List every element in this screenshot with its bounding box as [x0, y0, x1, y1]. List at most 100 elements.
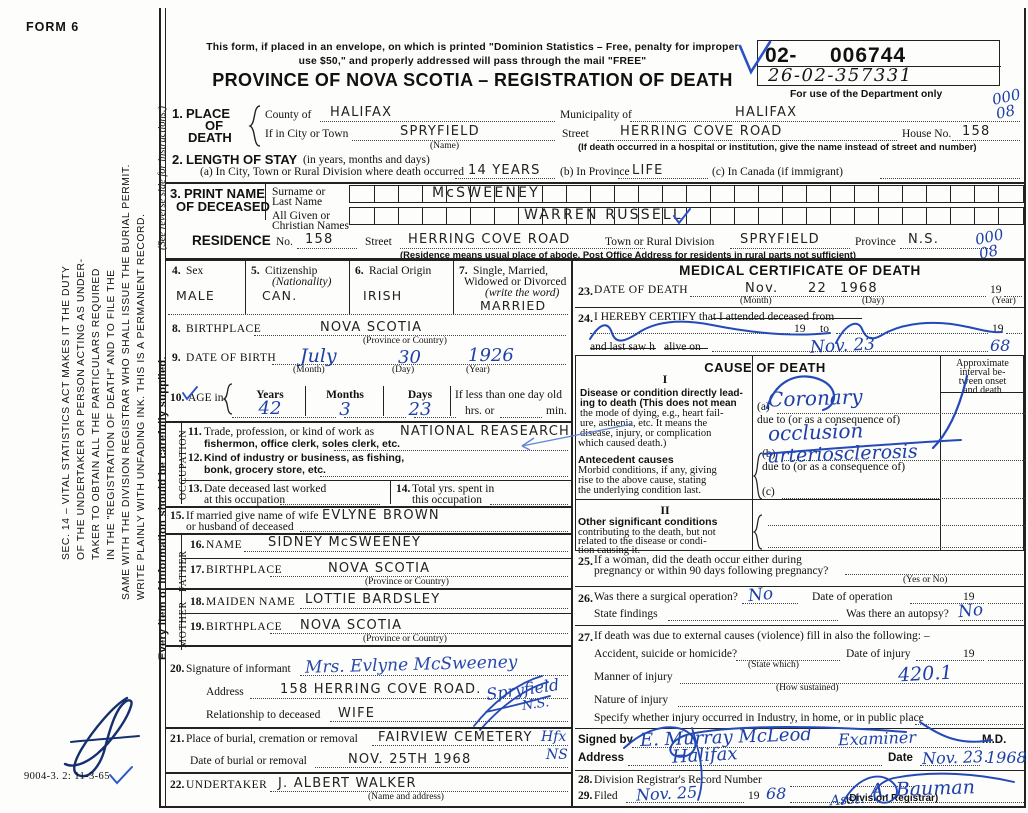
item24-last-saw-year: 68: [990, 336, 1011, 355]
item23-year-rule: [1004, 295, 1022, 297]
item27-top-rule: [575, 625, 1024, 627]
item17-top-rule: [182, 558, 571, 560]
item26-number: 26.: [578, 591, 593, 605]
item25-label-line1: If a woman, did the death occur either d…: [594, 554, 802, 566]
item19-number: 19.: [190, 621, 205, 633]
cause-part-ii-label: II: [660, 503, 670, 517]
item1-label-death: DEATH: [188, 130, 232, 145]
md-label: M.D.: [982, 734, 1007, 746]
item23-month-value: Nov.: [745, 281, 779, 296]
item29-year-prefix: 19: [748, 790, 760, 802]
statute-text-line-4: IN THE "REGISTRATION OF DEATH" AND TO FI…: [106, 269, 117, 560]
surname-value: McSWEENEY: [432, 185, 540, 201]
mother-top-rule: [166, 588, 571, 590]
item20-top-rule: [166, 645, 571, 647]
item22-rule: [270, 790, 568, 792]
item7-label-line2: Widowed or Divorced: [464, 276, 567, 288]
item2-number: 2.: [172, 152, 183, 167]
item21-place-label: Place of burial, cremation or removal: [186, 733, 358, 745]
item1-number: 1.: [172, 106, 183, 121]
item12-rule: [320, 475, 568, 477]
mother-label-divider: [181, 588, 183, 650]
cause-part-ii-rule: [576, 499, 940, 501]
item26-year-prefix: 19: [963, 591, 975, 603]
item21-place-rule: [372, 744, 568, 746]
item12-label-line1: Kind of industry or business, as fishing…: [204, 452, 405, 464]
cause-row-a-rule: [777, 412, 1025, 414]
occupation-label-divider: [181, 421, 183, 504]
item11-label-line2: fishermon, office clerk, soles clerk, et…: [204, 438, 401, 450]
item17-label: BIRTHPLACE: [206, 564, 283, 576]
item17-value: NOVA SCOTIA: [328, 561, 431, 576]
cause-row-a-label: (a): [757, 401, 770, 413]
item8-caption: (Province or Country): [363, 336, 447, 346]
item5-label: Citizenship: [265, 265, 318, 277]
part-ii-rule-2: [768, 546, 1025, 548]
item10-days-header: Days: [407, 389, 433, 401]
item10-hrs-label: hrs. or: [465, 405, 495, 417]
item24-top-rule: [575, 307, 1024, 309]
item27-manner-caption: (How sustained): [776, 683, 839, 693]
item6-value: IRISH: [363, 288, 403, 303]
item27-manner-rule: [680, 682, 1023, 684]
item1-hospital-note: (If death occurred in a hospital or inst…: [578, 141, 977, 152]
residence-no-label: No.: [276, 236, 293, 248]
item9-month-value: July: [300, 345, 337, 367]
item23-year-caption: (Year): [992, 296, 1016, 306]
item10-months-header: Months: [326, 389, 364, 401]
item23-rule: [690, 295, 986, 297]
item10-number: 10.: [170, 392, 185, 404]
item8-value: NOVA SCOTIA: [320, 320, 423, 335]
item7-number: 7.: [459, 265, 468, 277]
mother-vertical-label: MOTHER: [178, 600, 189, 648]
cause-of-death-pen-strokes: [762, 374, 969, 455]
item24-year-prefix-2: 19: [992, 323, 1004, 335]
item20-relationship-label: Relationship to deceased: [206, 709, 321, 721]
item16-value: SIDNEY McSWEENEY: [268, 535, 422, 550]
residence-town-rule: [730, 247, 850, 249]
cause-desc-line-3: the mode of dying, e.g., heart fail-: [580, 408, 724, 419]
item23-month-caption: (Month): [740, 296, 772, 306]
item21-date-rule: [315, 766, 568, 768]
item26-top-rule: [575, 586, 1024, 588]
part-ii-desc-3: tion causing it.: [578, 545, 641, 556]
main-left-border-inner: [165, 8, 167, 808]
item29-caption: (Division Registrar): [846, 793, 939, 804]
statute-text-line-1: SEC. 14 – VITAL STATISTICS ACT MAKES IT …: [61, 265, 72, 561]
residence-town-label: Town or Rural Division: [605, 236, 715, 248]
item1-brace: [248, 105, 261, 147]
item26-autopsy-label: Was there an autopsy?: [846, 608, 949, 620]
item14-label-line2: this occupation: [412, 494, 482, 506]
item24-number: 24.: [578, 311, 593, 325]
section-separator-band: [165, 258, 1024, 261]
item6-7-divider: [453, 261, 455, 314]
part-ii-title: Other significant conditions: [578, 516, 718, 528]
residence-province-rule: [900, 247, 990, 249]
item25-number: 25.: [578, 554, 593, 568]
item26-year-rule: [988, 602, 1023, 604]
item2-b-rule: [618, 177, 708, 179]
blue-check-mark-name: [673, 208, 691, 225]
document-title: PROVINCE OF NOVA SCOTIA – REGISTRATION O…: [212, 70, 733, 90]
cause-row-c-rule: [782, 497, 1025, 499]
item1-city-rule: [352, 139, 555, 141]
item18-rule: [300, 607, 568, 609]
main-left-border: [159, 8, 161, 808]
item25-label-line2: pregnancy or within 90 days following pr…: [594, 565, 829, 577]
item9-day-value: 30: [398, 347, 421, 368]
item24-lastsaw-strike: [590, 348, 656, 350]
item22-number: 22.: [170, 779, 185, 791]
part-ii-desc-1: contributing to the death, but not: [578, 527, 716, 538]
signed-by-label: Signed by: [578, 734, 633, 746]
item21-place-ink-ns: NS: [546, 747, 568, 763]
informant-signature-flourish: [473, 675, 551, 731]
item14-rule: [490, 503, 568, 505]
department-use-note: For use of the Department only: [790, 89, 943, 100]
statute-text-line-2: OF THE UNDERTAKER OR PERSON ACTING AS UN…: [76, 258, 87, 560]
item27-accident-caption: (State which): [748, 660, 799, 670]
item5-value: CAN.: [262, 288, 298, 303]
item18-value: LOTTIE BARDSLEY: [305, 592, 441, 607]
item18-number: 18.: [190, 596, 205, 608]
item25-rule: [845, 573, 1023, 575]
medical-certificate-heading: MEDICAL CERTIFICATE OF DEATH: [679, 263, 921, 278]
